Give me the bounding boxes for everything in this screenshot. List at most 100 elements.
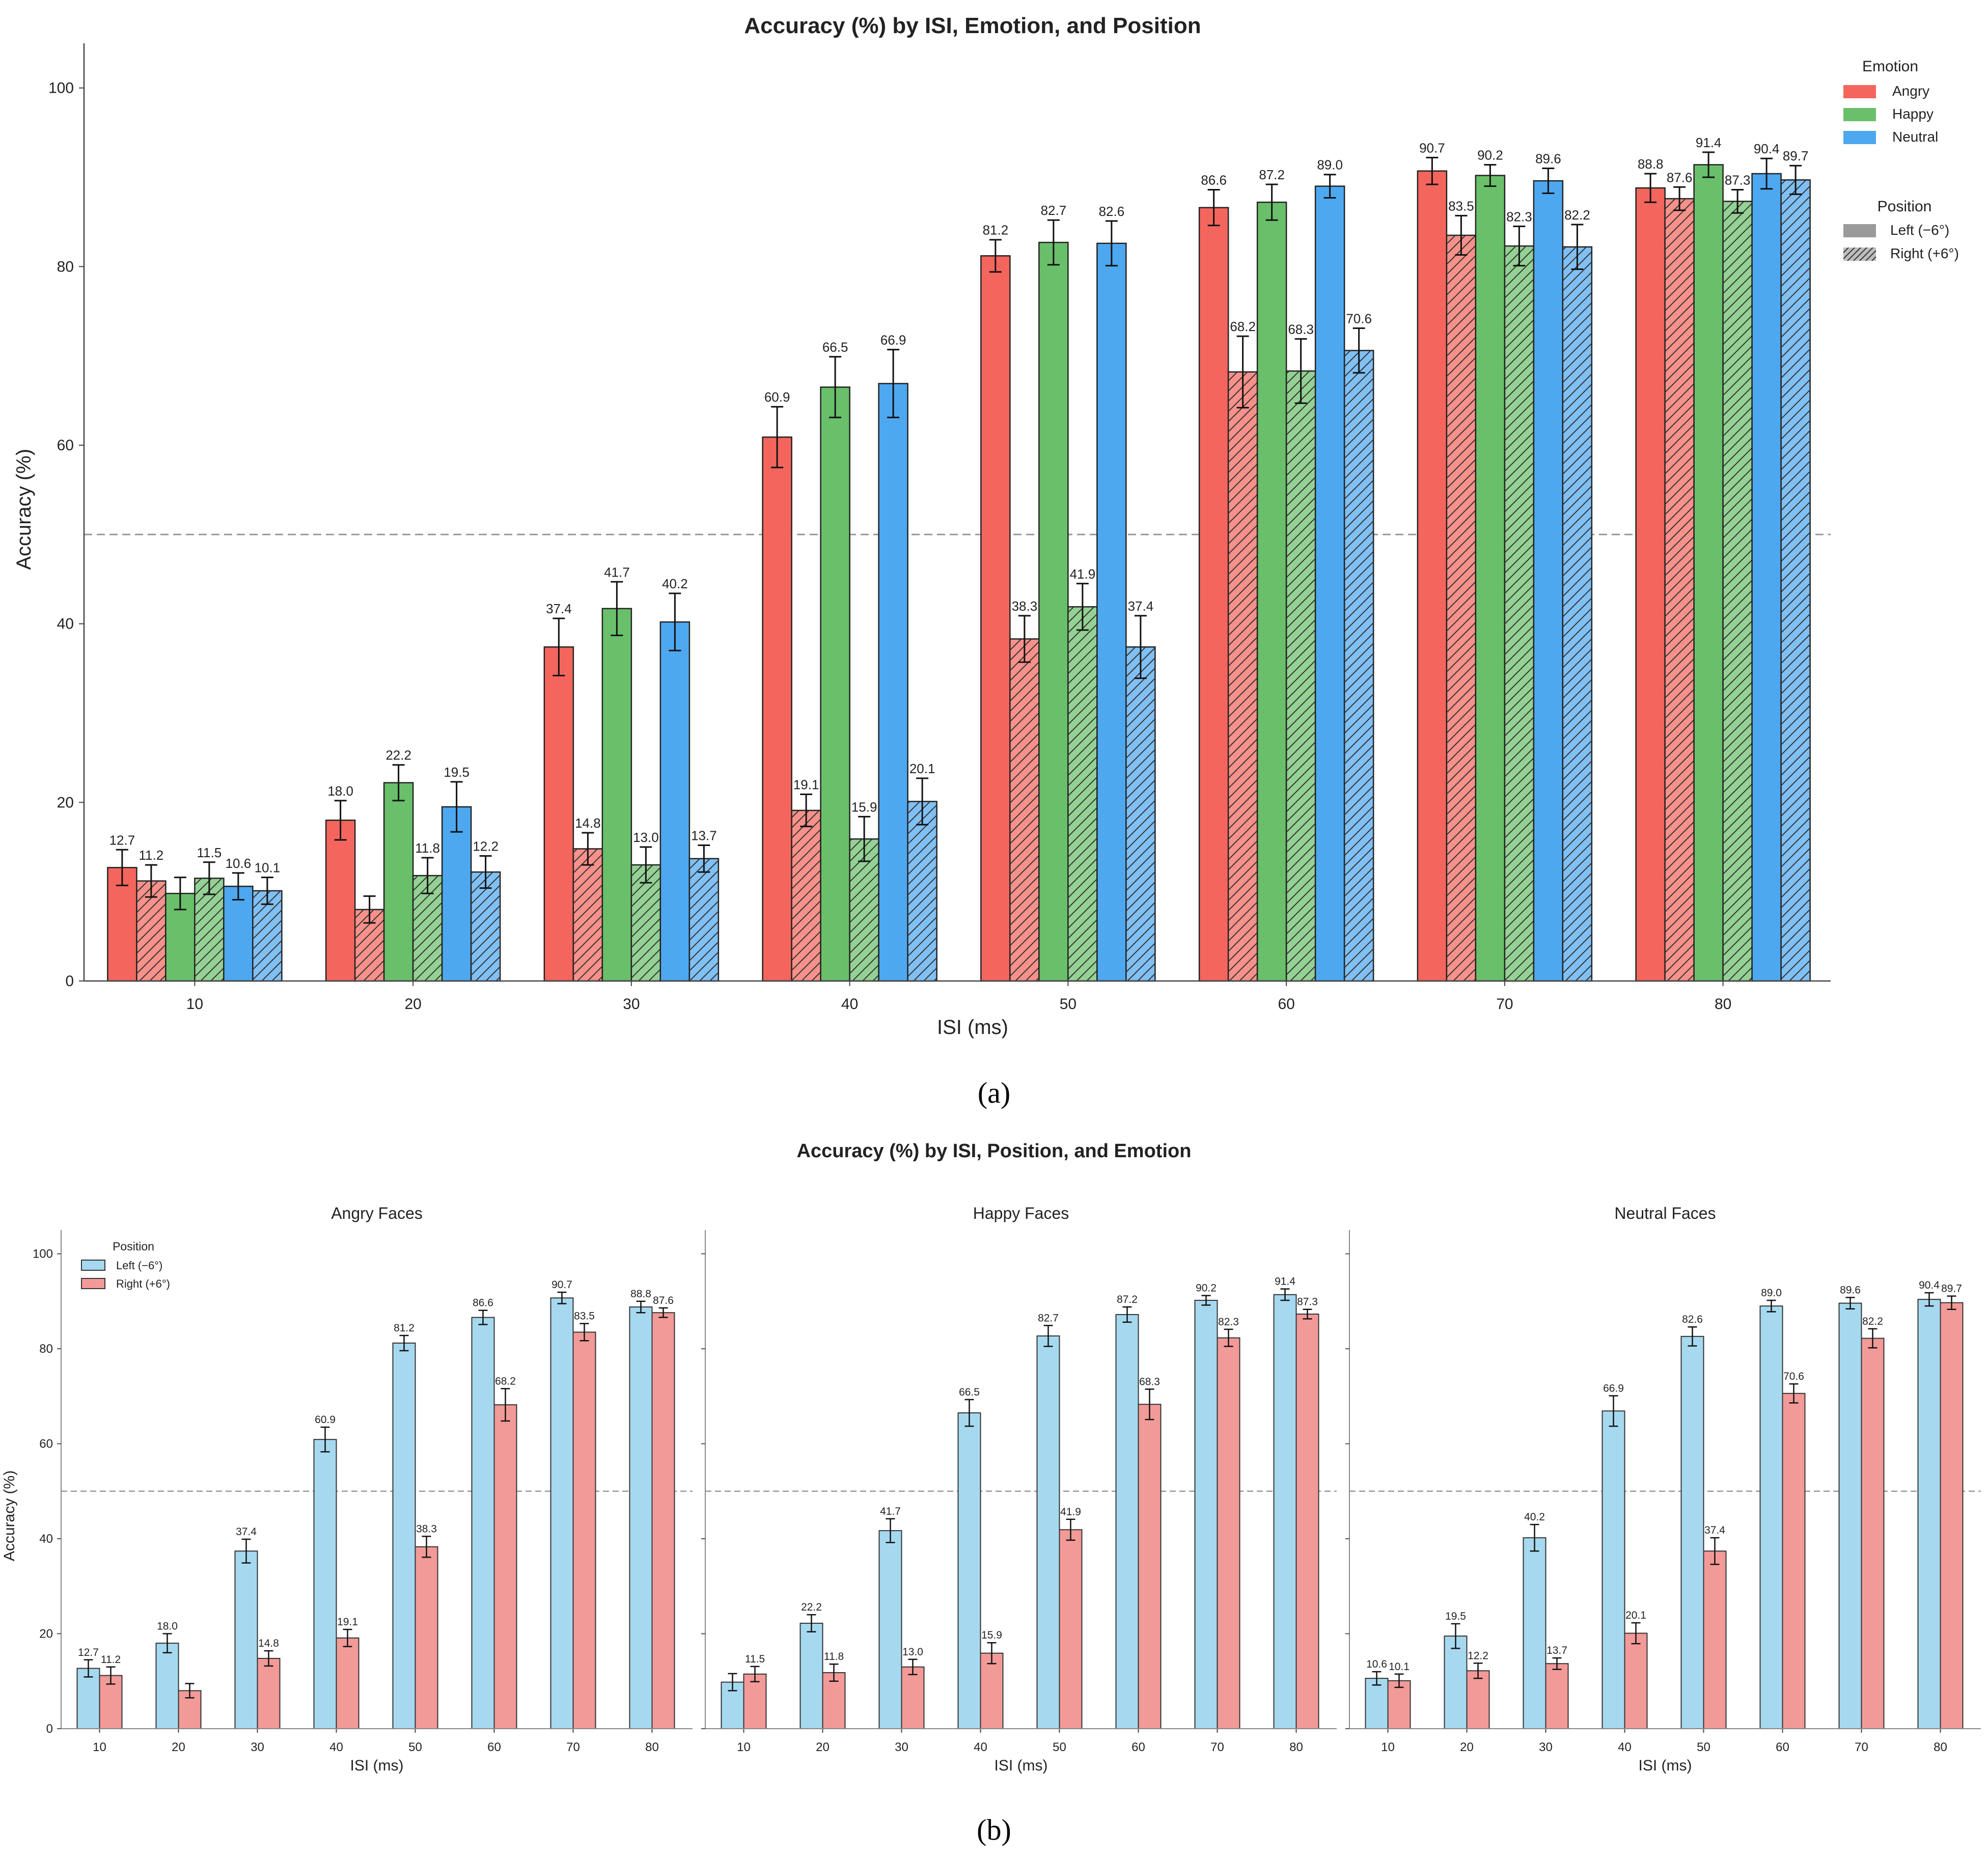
bar-b-left-isi-20 [1444, 1635, 1468, 1730]
bar-a-happy-left-isi-60 [1256, 201, 1287, 982]
value-label-b: 37.4 [1704, 1524, 1725, 1536]
subplot-happy-faces: Happy Faces 11.5 10 22.2 11.8 20 41.7 13.0 30 66.… [701, 1204, 1337, 1774]
bar-a-hatch-angry-isi-60 [1228, 372, 1258, 981]
bar-b-left-isi-70 [1838, 1302, 1862, 1729]
chart-a-xlabel: ISI (ms) [937, 1016, 1008, 1039]
legend-label-right: Right (+6°) [1890, 245, 1959, 261]
bar-b-right-isi-80 [1940, 1302, 1964, 1729]
bar-a-hatch-angry-isi-70 [1446, 235, 1476, 981]
bar-a-happy-left-isi-40 [820, 386, 850, 982]
legend-b-label-right: Right (+6°) [116, 1277, 170, 1290]
bar-a-hatch-neutral-isi-50 [1126, 647, 1155, 981]
value-label-b: 20.1 [1625, 1610, 1646, 1621]
value-label-b: 90.7 [551, 1279, 572, 1291]
bar-b-right-isi-80 [651, 1312, 675, 1730]
bar-b-left-isi-80 [1273, 1294, 1297, 1729]
subplot-title: Happy Faces [973, 1204, 1069, 1222]
value-label-b: 11.2 [101, 1654, 121, 1666]
value-label-a: 89.0 [1317, 157, 1343, 173]
x-tick-label-a: 20 [404, 996, 421, 1013]
bar-b-left-isi-20 [799, 1623, 823, 1730]
bar-a-hatch-neutral-isi-10 [253, 890, 282, 981]
value-label-b: 87.6 [653, 1295, 674, 1306]
x-tick-label-a: 80 [1715, 996, 1731, 1013]
chart-a-ylabel: Accuracy (%) [13, 449, 35, 570]
x-tick-label-b: 10 [1381, 1740, 1395, 1754]
legend-label-angry: Angry [1892, 83, 1929, 99]
bar-b-right-isi-30 [1545, 1663, 1569, 1730]
chart-b: Accuracy (%) by ISI, Position, and Emoti… [1, 1140, 1981, 1774]
value-label-a: 90.2 [1477, 147, 1503, 162]
value-label-b: 60.9 [315, 1414, 336, 1426]
value-label-a: 13.0 [633, 830, 659, 845]
value-label-a: 22.2 [385, 748, 411, 763]
bar-a-hatch-happy-isi-50 [1068, 607, 1097, 981]
bar-a-hatch-neutral-isi-60 [1344, 350, 1374, 981]
bar-b-right-isi-50 [1703, 1550, 1727, 1730]
bar-a-hatch-neutral-isi-70 [1562, 247, 1592, 981]
value-label-a: 37.4 [1128, 598, 1154, 614]
value-label-b: 81.2 [394, 1322, 415, 1334]
chart-b-suptitle: Accuracy (%) by ISI, Position, and Emoti… [797, 1140, 1192, 1162]
y-tick-label-a: 40 [57, 616, 74, 633]
legend-swatch-happy [1843, 108, 1876, 121]
value-label-b: 38.3 [416, 1523, 437, 1535]
value-label-a: 12.2 [473, 839, 499, 854]
panel-label-a: (a) [978, 1076, 1010, 1109]
value-label-a: 38.3 [1012, 598, 1038, 614]
value-label-b: 11.5 [745, 1653, 765, 1665]
bar-a-hatch-happy-isi-70 [1504, 246, 1534, 981]
value-label-a: 13.7 [691, 828, 717, 843]
value-label-b: 91.4 [1275, 1276, 1295, 1288]
x-tick-label-b: 50 [1053, 1740, 1066, 1754]
x-tick-label-b: 10 [93, 1740, 106, 1754]
bar-a-angry-left-isi-80 [1635, 187, 1666, 982]
x-tick-label-b: 60 [1776, 1740, 1789, 1754]
subplot-neutral-faces: Neutral Faces 10.6 10.1 10 19.5 12.2 20 40.2 13.… [1345, 1204, 1981, 1774]
value-label-a: 68.2 [1230, 319, 1256, 334]
bar-a-angry-left-isi-60 [1198, 207, 1229, 982]
legend-b-swatch-left [81, 1260, 105, 1271]
bar-b-left-isi-50 [1680, 1335, 1704, 1729]
bar-a-hatch-angry-isi-40 [791, 810, 821, 981]
value-label-a: 90.7 [1419, 140, 1445, 155]
bar-b-left-isi-40 [1602, 1410, 1625, 1729]
y-tick-label-b: 20 [39, 1627, 53, 1641]
value-label-b: 40.2 [1524, 1511, 1545, 1523]
subplot-xlabel: ISI (ms) [350, 1757, 404, 1774]
x-tick-label-b: 80 [645, 1740, 659, 1754]
bar-b-right-isi-50 [415, 1546, 438, 1730]
x-tick-label-b: 20 [1460, 1740, 1474, 1754]
bar-b-left-isi-20 [155, 1643, 179, 1729]
x-tick-label-b: 80 [1934, 1740, 1947, 1754]
x-tick-label-b: 40 [329, 1740, 343, 1754]
subplot-title: Angry Faces [331, 1204, 423, 1222]
bar-a-hatch-neutral-isi-30 [689, 858, 719, 981]
bar-a-neutral-left-isi-10 [223, 885, 254, 982]
legend-position-title: Position [1877, 198, 1932, 215]
x-tick-label-b: 30 [251, 1740, 264, 1754]
subplot-xlabel: ISI (ms) [1639, 1757, 1692, 1774]
value-label-b: 10.6 [1366, 1658, 1387, 1670]
y-tick-label-a: 20 [57, 794, 74, 811]
legend-b-swatch-right [81, 1278, 105, 1289]
value-label-a: 19.5 [444, 765, 470, 780]
x-tick-label-a: 10 [186, 996, 203, 1013]
value-label-a: 91.4 [1696, 135, 1722, 150]
x-tick-label-b: 20 [172, 1740, 185, 1754]
value-label-b: 68.3 [1139, 1376, 1160, 1387]
bar-a-angry-left-isi-50 [980, 255, 1011, 982]
x-tick-label-b: 20 [816, 1740, 830, 1754]
value-label-a: 89.7 [1783, 148, 1809, 163]
bar-b-right-isi-80 [1295, 1314, 1319, 1730]
bar-b-right-isi-30 [901, 1666, 925, 1730]
value-label-a: 82.6 [1099, 204, 1125, 219]
bar-b-right-isi-60 [493, 1404, 517, 1729]
bar-a-happy-left-isi-70 [1475, 175, 1506, 982]
bar-a-neutral-left-isi-30 [659, 621, 691, 982]
legend-b-label-left: Left (−6°) [116, 1259, 162, 1272]
x-tick-label-b: 30 [895, 1740, 908, 1754]
value-label-a: 82.3 [1506, 209, 1532, 224]
value-label-a: 11.5 [197, 845, 222, 860]
value-label-b: 41.9 [1060, 1506, 1081, 1518]
